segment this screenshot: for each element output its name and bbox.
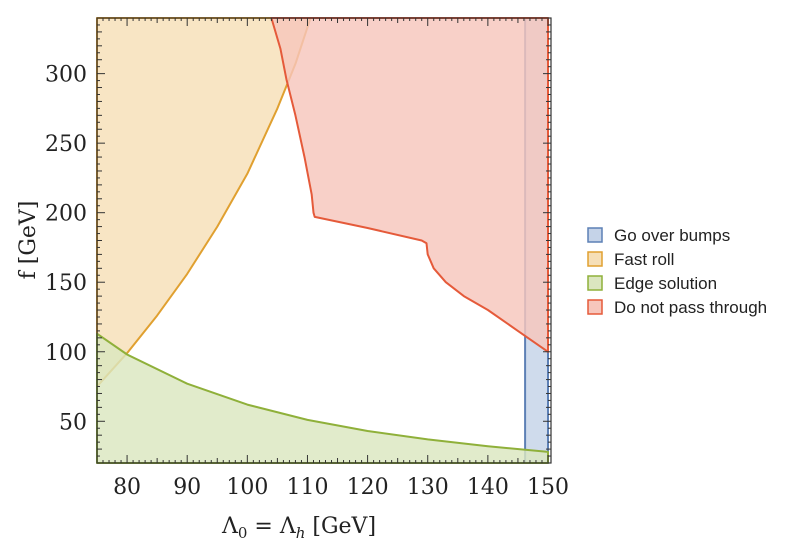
x-tick-label: 90	[173, 475, 201, 500]
chart-regions	[96, 17, 549, 464]
region-fast-roll	[96, 17, 312, 388]
y-tick-label: 300	[45, 63, 87, 88]
legend-label-edge-solution: Edge solution	[614, 274, 717, 293]
y-tick-label: 150	[45, 271, 87, 296]
y-tick-label: 50	[59, 410, 87, 435]
region-do-not-pass-through	[270, 17, 549, 353]
legend-swatch-do-not-pass-through	[587, 299, 603, 315]
legend-swatch-edge-solution	[587, 275, 603, 291]
x-tick-label: 130	[407, 475, 449, 500]
x-axis-title: Λ0 = Λh [GeV]	[221, 514, 376, 542]
x-tick-labels: 80 90 100 110 120 130 140 150	[113, 475, 569, 500]
x-tick-label: 140	[467, 475, 509, 500]
legend-label-go-over-bumps: Go over bumps	[614, 226, 730, 245]
legend: Go over bumps Fast roll Edge solution Do no…	[587, 226, 767, 317]
legend-label-do-not-pass-through: Do not pass through	[614, 298, 767, 317]
y-tick-labels: 50 100 150 200 250 300	[45, 63, 87, 436]
y-axis-title: f [GeV]	[16, 201, 41, 280]
y-tick-label: 250	[45, 132, 87, 157]
x-tick-label: 80	[113, 475, 141, 500]
y-tick-label: 200	[45, 202, 87, 227]
legend-label-fast-roll: Fast roll	[614, 250, 674, 269]
y-tick-label: 100	[45, 341, 87, 366]
region-edge-solution	[96, 332, 549, 464]
legend-swatch-fast-roll	[587, 251, 603, 267]
x-tick-label: 150	[527, 475, 569, 500]
legend-swatch-go-over-bumps	[587, 227, 603, 243]
x-tick-label: 120	[347, 475, 389, 500]
x-tick-label: 100	[226, 475, 268, 500]
axis-ticks	[96, 17, 551, 464]
x-tick-label: 110	[286, 475, 328, 500]
